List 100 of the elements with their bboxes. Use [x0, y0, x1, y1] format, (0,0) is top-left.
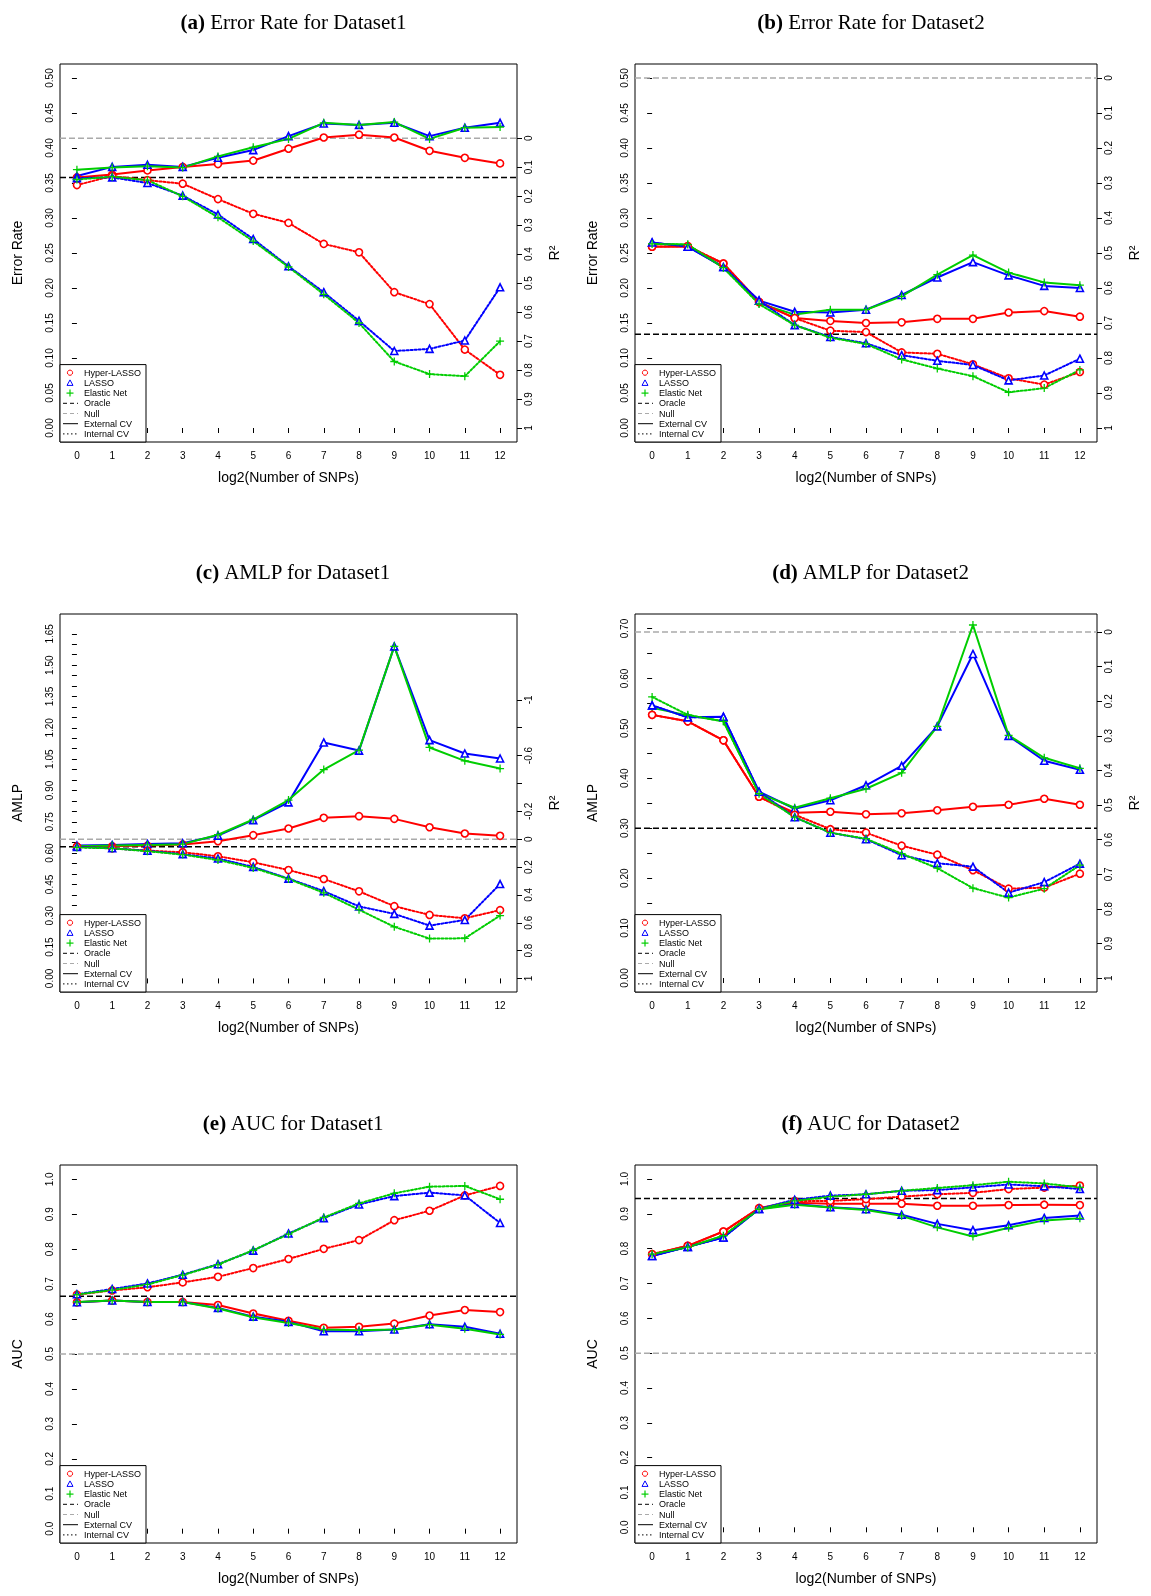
annotation: External CV [659, 1519, 708, 1530]
y-tick-label: 0.10 [618, 917, 630, 938]
x-tick-label: 5 [827, 999, 834, 1011]
y-axis-title: AUC [584, 1339, 600, 1369]
x-tick-label: 7 [898, 999, 905, 1011]
y2-tick-label: 0.1 [522, 159, 534, 175]
x-tick-label: 5 [250, 449, 257, 461]
legend-label: Hyper-LASSO [659, 1468, 717, 1479]
x-tick-label: 8 [934, 999, 941, 1011]
y2-tick-label: -1 [522, 694, 534, 705]
x-tick-label: 2 [144, 449, 151, 461]
legend-label: Oracle [659, 948, 686, 959]
x-tick-label: 8 [356, 999, 363, 1011]
legend-label: Oracle [84, 398, 111, 409]
y2-tick-label: 1 [1102, 424, 1114, 431]
chart-title: (b) Error Rate for Dataset2 [757, 9, 985, 34]
legend-label: LASSO [84, 1478, 115, 1489]
annotation: Internal CV [659, 428, 705, 439]
y2-tick-label: 0.6 [522, 915, 534, 930]
y-tick-label: 0.2 [618, 1450, 630, 1465]
annotation: External CV [659, 968, 708, 979]
y2-tick-label: 0.9 [1102, 385, 1114, 400]
legend-label: Hyper-LASSO [84, 367, 142, 378]
annotation: External CV [84, 418, 133, 429]
chart-title: (d) AMLP for Dataset2 [772, 559, 969, 584]
x-tick-label: 5 [250, 999, 257, 1011]
x-tick-label: 6 [863, 999, 870, 1011]
y2-axis-title: R² [1126, 245, 1142, 261]
legend-label: Oracle [84, 1499, 111, 1510]
y-tick-label: 0.45 [43, 874, 55, 895]
legend-label: Elastic Net [659, 388, 703, 399]
x-tick-label: 11 [459, 449, 471, 461]
y2-tick-label: 0.3 [1102, 175, 1114, 190]
y2-tick-label: 0 [522, 835, 534, 842]
y-tick-label: 0.40 [618, 768, 630, 789]
x-tick-label: 12 [494, 1550, 507, 1562]
x-tick-label: 0 [74, 449, 81, 461]
annotation: Internal CV [84, 428, 130, 439]
annotation: Internal CV [659, 1529, 705, 1540]
chart-title: (f) AUC for Dataset2 [781, 1110, 960, 1135]
y-tick-label: 0.6 [618, 1310, 630, 1326]
legend-label: LASSO [659, 927, 690, 938]
y2-tick-label: 0.4 [522, 246, 534, 262]
y-axis-title: Error Rate [584, 220, 600, 286]
y-tick-label: 0.40 [43, 137, 55, 158]
legend-label: Oracle [84, 948, 111, 959]
legend-label: Elastic Net [84, 938, 128, 949]
x-tick-label: 9 [970, 999, 977, 1011]
y-tick-label: 0.00 [43, 417, 55, 438]
x-tick-label: 2 [144, 1550, 151, 1562]
y2-tick-label: 0.5 [1102, 797, 1114, 813]
y-tick-label: 0.60 [618, 668, 630, 689]
legend-label: Elastic Net [659, 938, 703, 949]
y2-tick-label: 0.2 [1102, 140, 1114, 155]
y2-tick-label: 0.3 [522, 217, 534, 233]
x-tick-label: 6 [285, 449, 292, 461]
y-tick-label: 0.0 [618, 1519, 630, 1535]
x-tick-label: 8 [934, 1550, 941, 1562]
x-axis-title: log2(Number of SNPs) [795, 1019, 937, 1035]
y-tick-label: 1.20 [43, 717, 55, 738]
y-tick-label: 0.15 [43, 936, 55, 957]
x-axis-title: log2(Number of SNPs) [218, 1019, 359, 1035]
x-tick-label: 10 [1003, 999, 1015, 1011]
y-tick-label: 0.05 [618, 382, 630, 403]
x-tick-label: 2 [720, 1550, 727, 1562]
y-tick-label: 0.3 [618, 1415, 630, 1430]
x-tick-label: 0 [74, 999, 81, 1011]
x-tick-label: 3 [756, 449, 763, 461]
y-tick-label: 0.7 [618, 1276, 630, 1291]
y-tick-label: 0.15 [618, 312, 630, 333]
x-tick-label: 9 [970, 449, 977, 461]
x-tick-label: 10 [1003, 1550, 1015, 1562]
annotation: External CV [84, 968, 133, 979]
x-tick-label: 3 [756, 999, 763, 1011]
legend-label: Elastic Net [84, 388, 128, 399]
x-tick-label: 2 [720, 999, 727, 1011]
y-tick-label: 0.00 [43, 968, 55, 989]
y-tick-label: 0.30 [43, 207, 55, 228]
x-tick-label: 1 [684, 449, 691, 461]
x-tick-label: 4 [791, 449, 798, 461]
y-tick-label: 0.4 [43, 1381, 55, 1396]
y-tick-label: 0.20 [43, 277, 55, 298]
y-tick-label: 0.2 [43, 1451, 55, 1466]
annotation: External CV [659, 418, 708, 429]
x-tick-label: 11 [1039, 999, 1050, 1011]
x-tick-label: 6 [285, 1550, 292, 1562]
y2-tick-label: 0.5 [522, 275, 534, 291]
x-tick-label: 11 [459, 999, 471, 1011]
legend-label: LASSO [659, 377, 690, 388]
x-tick-label: 9 [970, 1550, 977, 1562]
x-tick-label: 0 [649, 449, 656, 461]
y-tick-label: 0.4 [618, 1380, 630, 1395]
y-tick-label: 0.3 [43, 1416, 55, 1431]
x-tick-label: 9 [391, 999, 398, 1011]
x-tick-label: 5 [827, 449, 834, 461]
x-tick-label: 3 [179, 999, 186, 1011]
y-tick-label: 1.0 [43, 1171, 55, 1187]
x-axis-title: log2(Number of SNPs) [218, 469, 359, 485]
x-axis-title: log2(Number of SNPs) [218, 1570, 359, 1586]
x-tick-label: 8 [934, 449, 941, 461]
